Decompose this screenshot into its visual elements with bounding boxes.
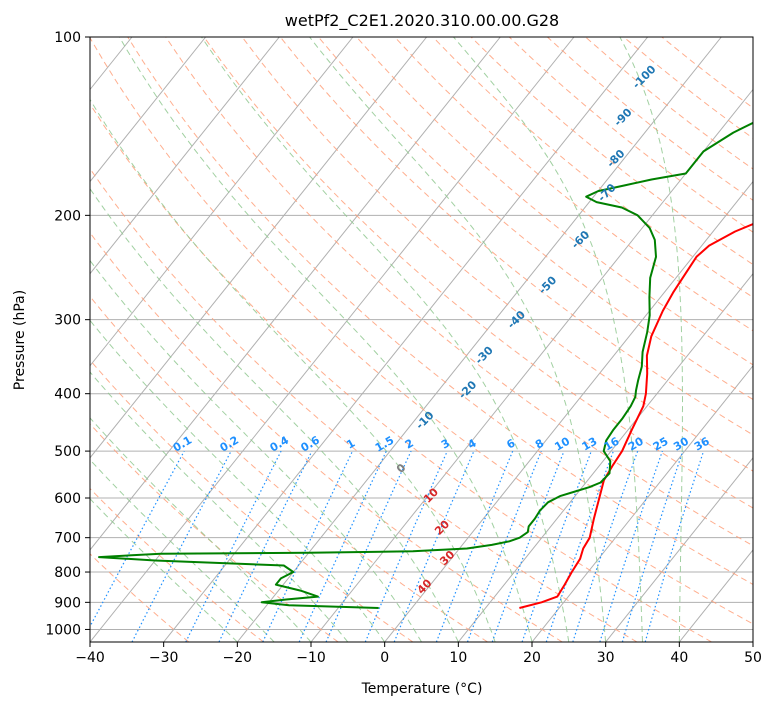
dry-adiabat-line [90, 295, 488, 642]
isotherm-line [90, 37, 501, 551]
isotherm-line [384, 180, 753, 642]
isotherm-line [90, 37, 280, 275]
isotherm-line [605, 457, 753, 642]
x-tick-label: 30 [597, 650, 615, 666]
plot-background [90, 37, 753, 642]
moist-adiabat-line [309, 37, 607, 642]
plot-frame [89, 36, 754, 643]
y-tick-label: 200 [54, 208, 81, 224]
moist-adiabat-line [90, 319, 386, 642]
mixing-ratio-line [621, 450, 684, 642]
mixing-ratio-line [521, 450, 592, 642]
x-tick-label: 20 [523, 650, 541, 666]
dry-adiabat-line [90, 167, 638, 642]
dry-adiabat-line [356, 37, 753, 366]
y-axis: 100 200 300 400 500 600 700 800 900 1000 [45, 30, 90, 638]
x-tick-label: 50 [744, 650, 762, 666]
dry-adiabat-line [90, 359, 414, 642]
moist-adiabat-line [90, 187, 459, 642]
mixing-ratio-line [545, 450, 614, 642]
isotherm-line [752, 641, 753, 642]
mixing-ratio-line [491, 450, 565, 642]
moist-adiabat-line [90, 259, 422, 642]
moist-adiabat-line [619, 37, 683, 642]
y-tick-label: 400 [54, 387, 81, 403]
y-tick-label: 500 [54, 444, 81, 460]
dry-adiabat-line [90, 103, 712, 642]
moist-adiabat-line [90, 459, 275, 642]
mixing-ratio-line [572, 450, 639, 642]
dry-adiabat-line [394, 37, 753, 332]
mixing-ratio-line [393, 450, 475, 642]
dry-adiabat-line [90, 37, 753, 625]
isotherm-lines [0, 37, 753, 642]
isotherm-line [457, 272, 753, 642]
dewpoint-line [98, 121, 753, 609]
dry-adiabat-line [165, 37, 753, 547]
mixing-ratio-line [644, 450, 705, 642]
mixing-ratio-line [599, 450, 663, 642]
mixing-ratio-line [325, 450, 412, 642]
dry-adiabat-line [90, 553, 190, 642]
moist-adiabat-line [118, 37, 533, 642]
y-tick-label: 1000 [45, 622, 81, 638]
x-axis: −40 −30 −20 −10 0 10 20 30 40 50 [75, 642, 762, 666]
dry-adiabat-line [90, 231, 563, 642]
mixing-ratio-line [435, 450, 514, 642]
moist-adiabat-line [453, 37, 643, 642]
mixing-ratio-line [466, 450, 542, 642]
x-tick-label: −20 [223, 650, 253, 666]
moist-adiabat-line [90, 98, 496, 642]
isotherm-line [236, 37, 722, 642]
dry-adiabat-line [203, 37, 753, 509]
x-tick-label: 0 [380, 650, 389, 666]
dry-adiabat-line [318, 37, 753, 401]
x-tick-label: −40 [75, 650, 105, 666]
x-axis-label: Temperature (°C) [361, 681, 483, 697]
y-tick-label: 900 [54, 595, 81, 611]
isotherm-line [90, 37, 207, 183]
isotherm-line [531, 364, 753, 642]
y-tick-label: 800 [54, 565, 81, 581]
x-tick-label: −30 [149, 650, 179, 666]
moist-adiabat-lines [90, 37, 683, 642]
isotherm-line [90, 37, 354, 367]
profile-lines [98, 121, 753, 609]
y-tick-label: 600 [54, 491, 81, 507]
moist-adiabat-line [90, 498, 238, 642]
isotherm-line [0, 37, 58, 642]
y-tick-label: 700 [54, 531, 81, 547]
mixing-ratio-line [185, 450, 282, 642]
moist-adiabat-line [90, 371, 349, 642]
chart-title: wetPf2_C2E1.2020.310.00.00.G28 [285, 11, 559, 31]
x-tick-label: 40 [670, 650, 688, 666]
mixing-ratio-lines [90, 450, 705, 642]
isotherm-line [163, 37, 649, 642]
temperature-line [519, 222, 753, 609]
y-tick-label: 300 [54, 313, 81, 329]
isotherm-line [90, 37, 428, 459]
mixing-ratio-line [364, 450, 448, 642]
mixing-ratio-line [90, 450, 185, 628]
y-axis-label: Pressure (hPa) [12, 290, 28, 390]
x-tick-label: −10 [296, 650, 326, 666]
moist-adiabat-line [201, 37, 570, 642]
x-tick-label: 10 [449, 650, 467, 666]
y-tick-label: 100 [54, 30, 81, 46]
